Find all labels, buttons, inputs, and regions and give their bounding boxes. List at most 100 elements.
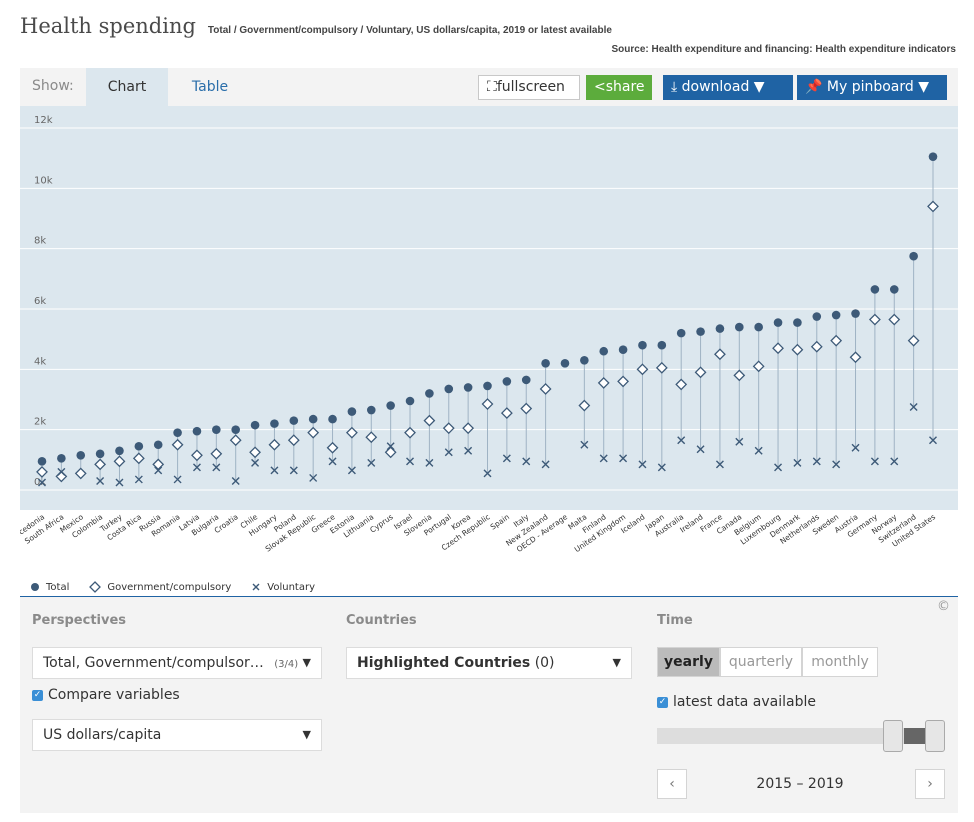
point-total	[618, 345, 628, 355]
point-government	[171, 438, 184, 451]
point-government	[113, 455, 126, 468]
copyright-icon[interactable]: ©	[937, 599, 950, 614]
chevron-down-icon: ▼	[302, 728, 311, 741]
download-icon: ⤓	[671, 79, 682, 95]
page-subtitle: Total / Government/compulsory / Voluntar…	[207, 25, 612, 36]
point-total	[95, 449, 105, 459]
checkbox-icon: ✓	[657, 696, 668, 708]
latest-data-checkbox[interactable]: ✓ latest data available	[657, 694, 816, 710]
next-period-button[interactable]: ›	[915, 769, 945, 799]
legend-total[interactable]: Total	[30, 582, 69, 593]
point-voluntary	[115, 478, 124, 487]
point-voluntary	[735, 437, 744, 446]
point-voluntary	[890, 457, 899, 466]
legend-government[interactable]: Government/compulsory	[89, 581, 231, 593]
point-voluntary	[444, 448, 453, 457]
point-voluntary	[483, 469, 492, 478]
yearly-button[interactable]: yearly	[657, 647, 720, 677]
point-voluntary	[677, 436, 686, 445]
point-total	[580, 355, 589, 365]
perspectives-title: Perspectives	[32, 613, 127, 628]
time-slider-track[interactable]	[657, 728, 945, 744]
perspective-count: (3/4)	[274, 659, 299, 670]
fullscreen-icon: ⛶	[487, 79, 497, 95]
point-government	[907, 334, 920, 347]
point-government	[152, 458, 165, 471]
point-government	[810, 340, 823, 353]
point-total	[444, 384, 454, 394]
point-voluntary	[502, 454, 511, 463]
point-voluntary	[309, 473, 318, 482]
point-voluntary	[464, 446, 473, 455]
point-voluntary	[696, 445, 705, 454]
pinboard-button[interactable]: 📌 My pinboard ▼	[797, 75, 947, 100]
point-total	[889, 285, 899, 294]
point-government	[307, 426, 320, 439]
prev-period-button[interactable]: ‹	[657, 769, 687, 799]
point-voluntary	[347, 466, 356, 475]
point-total	[308, 414, 318, 424]
point-total	[328, 414, 337, 424]
slider-handle-end[interactable]	[925, 720, 945, 752]
point-government	[94, 458, 107, 471]
countries-count: (0)	[534, 655, 555, 671]
tab-chart[interactable]: Chart	[86, 68, 168, 106]
legend-government-label: Government/compulsory	[107, 581, 232, 593]
unit-value: US dollars/capita	[43, 727, 162, 743]
fullscreen-button[interactable]: ⛶fullscreen	[478, 75, 580, 100]
point-total	[483, 381, 492, 391]
slider-handle-start[interactable]	[883, 720, 903, 752]
page-title: Health spending	[20, 14, 196, 38]
point-government	[404, 426, 416, 439]
download-button[interactable]: ⤓ download ▼	[663, 75, 793, 100]
countries-select[interactable]: Highlighted Countries (0) ▼	[346, 647, 632, 679]
point-government	[132, 452, 145, 465]
monthly-button[interactable]: monthly	[802, 647, 878, 677]
compare-variables-checkbox[interactable]: ✓ Compare variables	[32, 687, 180, 703]
point-voluntary	[173, 475, 182, 484]
compare-label: Compare variables	[48, 687, 180, 703]
point-government	[384, 446, 397, 459]
point-government	[191, 449, 203, 462]
quarterly-button[interactable]: quarterly	[720, 647, 802, 677]
perspective-value: Total, Government/compulsor…	[43, 655, 264, 671]
point-total	[735, 322, 744, 332]
point-government	[36, 465, 48, 478]
latest-label: latest data available	[673, 694, 816, 710]
point-total	[638, 340, 647, 350]
point-voluntary	[96, 476, 105, 485]
point-total	[250, 420, 260, 430]
point-total	[560, 359, 570, 368]
point-government	[500, 407, 513, 419]
controls-panel: © Perspectives Total, Government/compuls…	[20, 596, 958, 813]
unit-select[interactable]: US dollars/capita ▼	[32, 719, 322, 751]
tab-table[interactable]: Table	[191, 79, 229, 95]
legend-voluntary[interactable]: Voluntary	[251, 582, 315, 593]
point-total	[851, 309, 860, 318]
share-button[interactable]: <share	[586, 75, 652, 100]
y-tick-label: 6k	[34, 296, 46, 307]
point-voluntary	[134, 475, 143, 484]
chevron-down-icon: ▼	[302, 656, 311, 669]
y-tick-label: 12k	[34, 115, 53, 126]
point-total	[463, 383, 473, 392]
point-total	[696, 327, 705, 336]
point-voluntary	[580, 440, 589, 449]
chevron-down-icon: ▼	[612, 656, 621, 669]
point-government	[520, 402, 533, 415]
point-government	[636, 363, 649, 376]
point-voluntary	[657, 463, 666, 472]
point-total	[173, 428, 182, 437]
source-note[interactable]: Source: Health expenditure and financing…	[611, 44, 956, 55]
point-government	[772, 342, 784, 355]
y-tick-label: 10k	[34, 175, 53, 186]
point-government	[287, 434, 300, 447]
perspective-select[interactable]: Total, Government/compulsor… (3/4) ▼	[32, 647, 322, 679]
point-total	[521, 375, 531, 385]
time-title: Time	[657, 613, 693, 628]
share-icon: <	[594, 79, 606, 95]
point-government	[442, 422, 455, 435]
point-government	[714, 348, 726, 361]
point-government	[326, 441, 339, 454]
